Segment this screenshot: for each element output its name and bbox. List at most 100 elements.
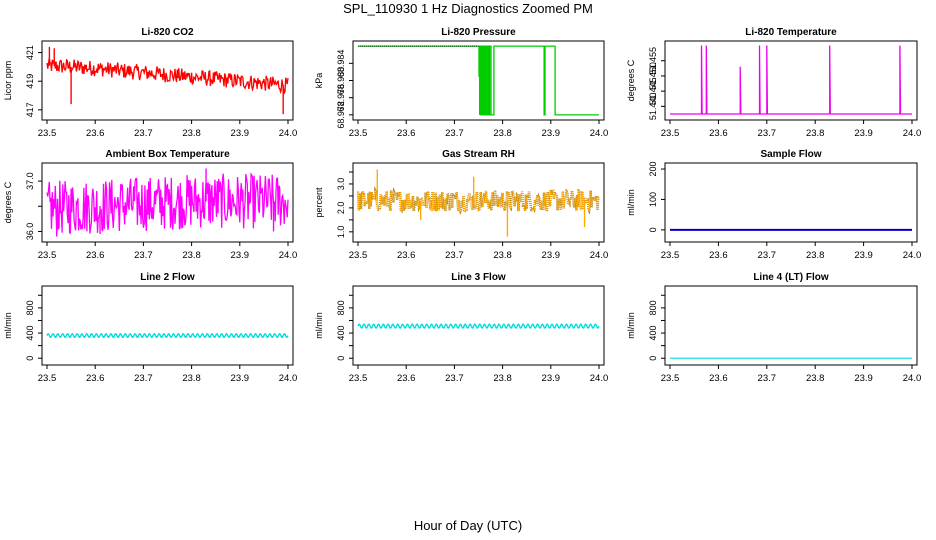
y-tick-label: 417 — [25, 102, 35, 117]
x-tick-label: 23.7 — [758, 373, 777, 384]
x-tick-label: 23.6 — [86, 373, 105, 384]
x-tick-label: 23.8 — [182, 128, 201, 139]
x-tick-label: 23.6 — [397, 373, 416, 384]
x-tick-label: 23.9 — [231, 128, 250, 139]
x-tick-label: 23.7 — [445, 373, 464, 384]
x-tick-label: 23.9 — [231, 373, 250, 384]
x-tick-label: 23.7 — [134, 128, 153, 139]
y-tick-label: 421 — [25, 45, 35, 60]
y-tick-label: 800 — [336, 300, 346, 315]
x-tick-label: 23.8 — [493, 128, 512, 139]
series-rh — [357, 187, 600, 214]
y-tick-label: 51.450 — [648, 62, 658, 90]
y-tick-label: 0 — [336, 356, 346, 361]
x-tick-label: 23.9 — [854, 250, 873, 261]
x-tick-label: 24.0 — [279, 128, 298, 139]
panel-ambient-box-temperature: Ambient Box Temperature degrees C 23.5 23.6… — [3, 149, 297, 261]
x-tick-label: 23.5 — [38, 250, 57, 261]
x-tick-label: 24.0 — [903, 128, 922, 139]
panel-title: Gas Stream RH — [442, 149, 515, 160]
x-tick-label: 23.9 — [231, 250, 250, 261]
data-layer — [670, 45, 912, 115]
x-tick-label: 23.9 — [542, 373, 561, 384]
y-tick-label: 800 — [25, 300, 35, 315]
data-layer — [46, 333, 289, 339]
x-tick-label: 23.5 — [349, 373, 368, 384]
data-layer — [46, 168, 289, 237]
panel-line-3-flow: Line 3 Flow ml/min 23.5 23.6 23.7 23.8 23.9 24.… — [314, 272, 608, 384]
x-tick-label: 23.7 — [134, 250, 153, 261]
x-tick-label: 23.5 — [38, 373, 57, 384]
panel-sample-flow: Sample Flow ml/min 23.5 23.6 23.7 23.8 23.9 24.… — [626, 149, 921, 261]
x-tick-label: 23.9 — [542, 250, 561, 261]
x-tick-label: 23.8 — [493, 373, 512, 384]
y-tick-label: 100 — [648, 192, 658, 207]
x-tick-label: 23.8 — [493, 250, 512, 261]
x-tick-label: 23.8 — [806, 128, 825, 139]
x-axis-title: Hour of Day (UTC) — [413, 518, 523, 533]
y-tick-label: 0 — [648, 227, 658, 232]
y-tick-label: 419 — [25, 74, 35, 89]
x-tick-label: 24.0 — [903, 250, 922, 261]
x-tick-label: 23.7 — [758, 250, 777, 261]
y-tick-label: 200 — [648, 162, 658, 177]
x-tick-label: 23.5 — [661, 250, 680, 261]
y-tick-label: 400 — [336, 326, 346, 341]
y-tick-label: 0 — [25, 356, 35, 361]
x-tick-label: 24.0 — [279, 373, 298, 384]
y-tick-label: 51.440 — [648, 93, 658, 121]
x-tick-label: 23.6 — [86, 250, 105, 261]
plot-frame — [664, 285, 918, 366]
data-layer — [356, 169, 600, 237]
data-layer — [46, 46, 289, 115]
plot-frame — [41, 285, 294, 366]
panel-title: Li-820 CO2 — [141, 27, 194, 38]
panel-li-820-co2: Li-820 CO2 Licor ppm 23.5 23.6 23.7 23.8 23.9 2… — [3, 27, 297, 139]
x-tick-label: 23.9 — [854, 128, 873, 139]
x-tick-label: 23.8 — [806, 373, 825, 384]
x-tick-label: 23.5 — [661, 373, 680, 384]
series-line-3 — [357, 323, 600, 329]
x-tick-label: 23.8 — [182, 373, 201, 384]
y-axis-label: percent — [314, 187, 324, 218]
x-tick-label: 24.0 — [279, 250, 298, 261]
x-tick-label: 24.0 — [590, 250, 609, 261]
y-tick-label: 0 — [648, 356, 658, 361]
x-tick-label: 23.7 — [445, 250, 464, 261]
panel-title: Line 4 (LT) Flow — [753, 272, 829, 283]
x-tick-label: 23.5 — [38, 128, 57, 139]
y-axis-label: ml/min — [3, 312, 13, 339]
panel-title: Line 2 Flow — [140, 272, 195, 283]
panel-title: Ambient Box Temperature — [105, 149, 230, 160]
panel-title: Sample Flow — [760, 149, 821, 160]
series-box-temp — [46, 172, 289, 235]
panel-title: Li-820 Pressure — [441, 27, 516, 38]
plot-frame — [664, 162, 918, 243]
y-tick-label: 400 — [25, 326, 35, 341]
plot-frame — [664, 40, 918, 121]
y-tick-label: 2.0 — [336, 202, 346, 215]
x-tick-label: 23.8 — [806, 250, 825, 261]
plot-frame — [352, 162, 605, 243]
y-tick-label: 400 — [648, 326, 658, 341]
panel-title: Li-820 Temperature — [745, 27, 837, 38]
x-tick-label: 24.0 — [590, 373, 609, 384]
x-tick-label: 23.6 — [709, 128, 728, 139]
y-tick-label: 68.984 — [336, 50, 346, 78]
figure-title: SPL_110930 1 Hz Diagnostics Zoomed PM — [343, 1, 593, 16]
x-tick-label: 23.6 — [86, 128, 105, 139]
y-tick-label: 51.445 — [648, 77, 658, 105]
x-tick-label: 24.0 — [903, 373, 922, 384]
x-tick-label: 23.7 — [758, 128, 777, 139]
y-axis-label: Licor ppm — [3, 61, 13, 101]
y-axis-label: ml/min — [626, 189, 636, 216]
panel-gas-stream-rh: Gas Stream RH percent 23.5 23.6 23.7 23.8 23.9… — [314, 149, 608, 261]
panel-li-820-temperature: Li-820 Temperature degrees C 23.5 23.6 23.7 2… — [626, 27, 921, 139]
x-tick-label: 23.5 — [349, 128, 368, 139]
plot-frame — [41, 162, 294, 243]
series-pressure-cluster — [479, 46, 490, 115]
y-tick-label: 68.972 — [336, 101, 346, 129]
y-tick-label: 51.455 — [648, 47, 658, 75]
